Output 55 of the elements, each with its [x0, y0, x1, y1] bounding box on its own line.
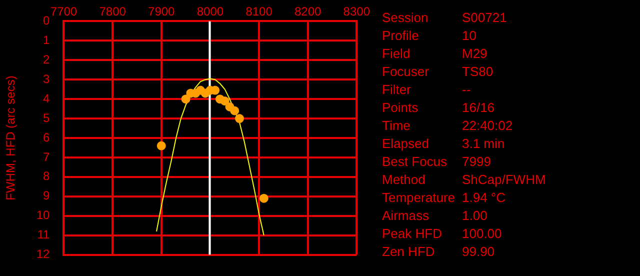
- x-tick-label: 7700: [50, 4, 78, 18]
- text: ShCap/FWHM: [462, 171, 546, 189]
- x-tick-label: 8300: [343, 4, 370, 18]
- x-tick-label: 8200: [294, 4, 322, 18]
- text: Time: [382, 117, 412, 135]
- text: --: [462, 81, 471, 99]
- text: 1.00: [462, 207, 488, 225]
- x-tick-label: 7800: [99, 4, 126, 18]
- y-tick-label: 0: [43, 14, 50, 28]
- text: Temperature: [382, 189, 456, 207]
- text: TS80: [462, 63, 494, 81]
- point: [181, 94, 190, 104]
- y-tick-label: 7: [43, 150, 50, 164]
- text: 10: [462, 27, 476, 45]
- x-tick-label: 7900: [148, 4, 176, 18]
- text: 3.1 min: [462, 135, 505, 153]
- point: [259, 194, 268, 203]
- y-tick-label: 11: [37, 228, 50, 242]
- y-tick-label: 3: [43, 72, 50, 86]
- text: Peak HFD: [382, 225, 443, 243]
- text: Elapsed: [382, 135, 430, 153]
- point: [234, 114, 244, 124]
- text: Zen HFD: [382, 243, 436, 261]
- y-tick-label: 10: [36, 208, 50, 222]
- point: [156, 141, 166, 150]
- y-tick-label: 4: [43, 91, 50, 106]
- x-tick-label: 8000: [196, 4, 224, 18]
- text: S00721: [462, 9, 507, 27]
- y-tick-label: 1: [43, 32, 50, 47]
- y-tick-label: 12: [36, 247, 50, 262]
- text: 7999: [462, 153, 491, 171]
- text: 16/16: [462, 99, 495, 117]
- text: 1.94 °C: [462, 189, 506, 207]
- point: [220, 96, 230, 106]
- text: M29: [462, 45, 488, 63]
- text: Airmass: [382, 207, 430, 225]
- text: Filter: [382, 81, 412, 99]
- text: Best Focus: [382, 153, 448, 171]
- y-tick-label: 6: [43, 130, 50, 144]
- text: 99.90: [462, 243, 495, 261]
- text: Field: [382, 45, 412, 63]
- y-tick-label: 9: [43, 188, 50, 203]
- text: Method: [382, 171, 426, 189]
- y-tick-label: 5: [43, 110, 50, 125]
- text: 22:40:02: [462, 117, 513, 135]
- text: Profile: [382, 27, 420, 45]
- x-tick-label: 8100: [246, 4, 273, 18]
- point: [230, 106, 240, 116]
- y-tick-label: 8: [43, 169, 50, 184]
- text: Session: [382, 9, 430, 27]
- text: Focuser: [382, 63, 430, 81]
- text: Points: [382, 99, 420, 117]
- y-tick-label: 2: [43, 52, 50, 66]
- text: 100.00: [462, 225, 502, 243]
- y-axis-title: FWHM, HFD (arc secs): [4, 76, 18, 200]
